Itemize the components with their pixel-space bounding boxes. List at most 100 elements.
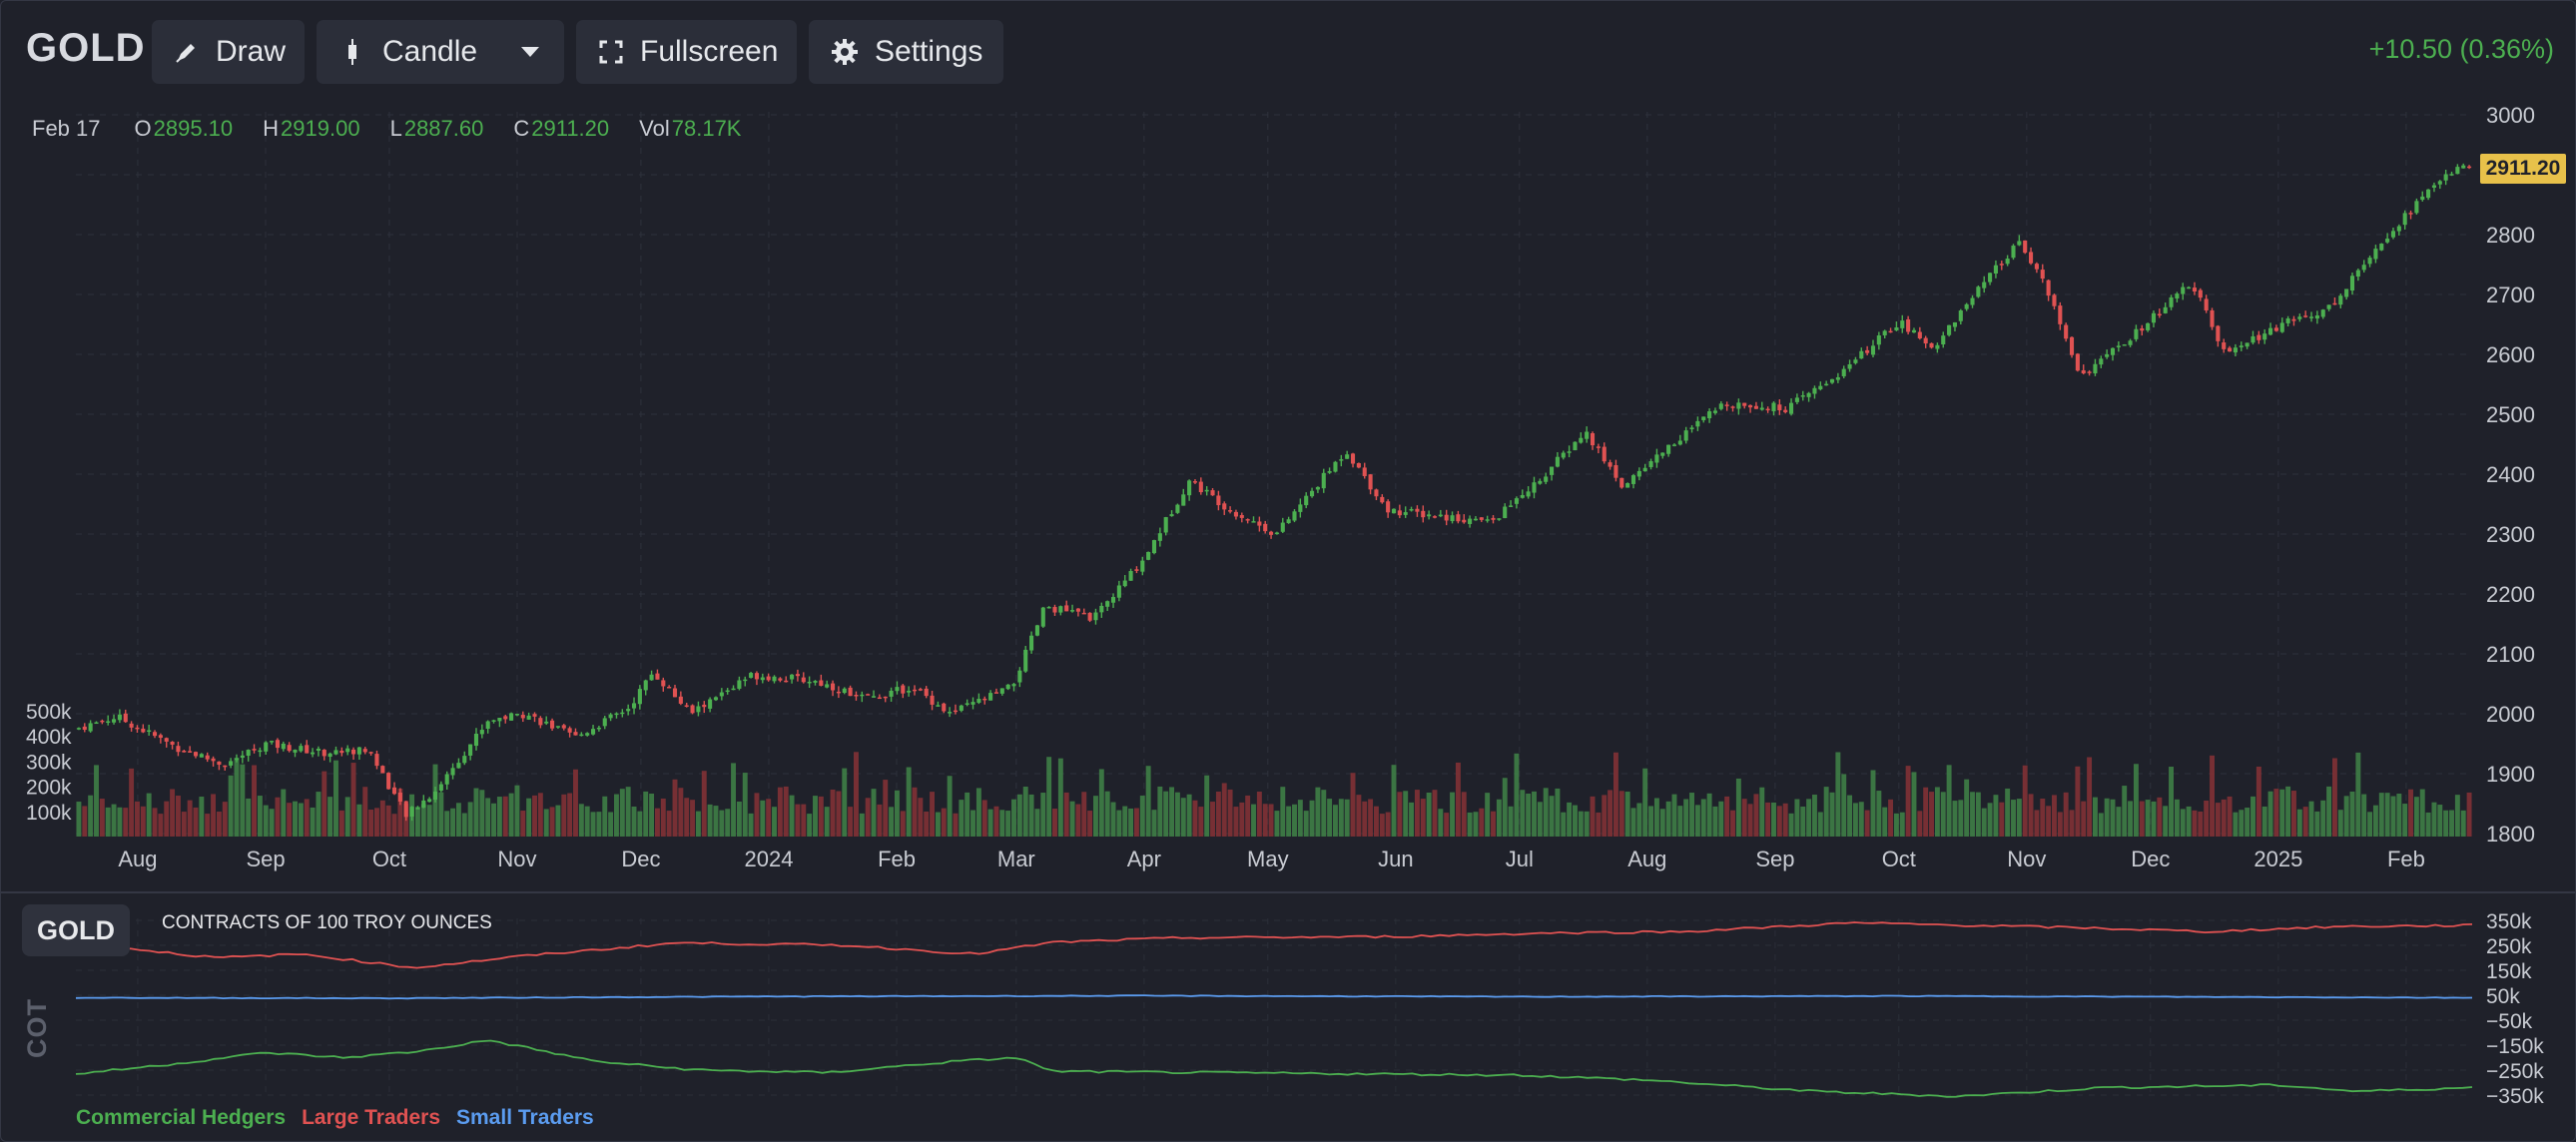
volume-bar [1087,811,1093,837]
volume-bar [1128,808,1134,837]
candle-body [1187,480,1192,496]
volume-bar [2104,798,2110,837]
candle-body [713,697,719,701]
volume-bar [1005,811,1011,837]
volume-bar [2331,758,2337,837]
candle-body [643,680,648,691]
candle-body [462,756,467,764]
candle-body [1707,411,1712,418]
candle-body [2122,344,2127,346]
volume-bar [2198,811,2204,837]
settings-label: Settings [875,35,983,68]
candle-body [620,712,625,715]
candle-body [211,758,216,762]
legend-commercial-hedgers[interactable]: Commercial Hedgers [76,1106,287,1129]
volume-bar [2210,755,2215,837]
candle-body [176,746,181,753]
candle-body [1608,462,1612,467]
volume-bar [865,798,871,837]
volume-bar [1578,811,1584,837]
candle-body [825,684,830,688]
volume-bar [1747,804,1753,837]
volume-bar [2034,810,2040,837]
candle-body [936,705,941,707]
volume-bar [848,807,854,837]
volume-bar [1689,793,1694,837]
volume-bar [631,806,637,837]
candle-body [1468,518,1473,524]
cot-tick-label: −50k [2486,1010,2533,1033]
volume-bar [426,805,432,837]
volume-bar [614,794,619,837]
candle-body [2052,294,2057,306]
volume-bar [385,805,391,837]
volume-bar [877,804,883,837]
volume-bar [1333,805,1338,837]
volume-bar [1975,792,1981,837]
volume-bar [695,811,701,837]
draw-button[interactable]: Draw [152,20,305,84]
volume-bar [170,789,176,837]
candle-body [871,696,877,698]
volume-bar [625,787,631,837]
candle-body [702,704,707,708]
ohlc-legend: Feb 17 O 2895.10 H 2919.00 L 2887.60 C 2911.… [32,116,771,142]
candle-body [1011,684,1016,687]
candle-body [362,749,367,753]
candle-body [1497,518,1502,520]
volume-bar [1952,801,1958,837]
volume-bar [1040,793,1046,837]
volume-bar [1537,802,1543,837]
volume-bar [900,811,906,837]
legend-small-traders[interactable]: Small Traders [456,1106,594,1129]
volume-bar [643,791,649,837]
candle-body [1292,511,1297,521]
candle-body [1216,495,1221,506]
volume-bar [537,793,543,837]
candle-body [1070,610,1075,612]
volume-bar [1642,768,1648,837]
candle-body [2332,302,2337,305]
volume-bar [2466,792,2472,837]
candle-body [819,680,824,686]
candle-body [1432,516,1438,518]
candle-body [76,728,81,730]
candle-body [234,758,240,761]
price-tick-label: 1900 [2486,762,2535,787]
candle-body [2245,342,2250,347]
volume-bar [1502,778,1508,837]
candle-body [129,723,134,728]
legend-large-traders[interactable]: Large Traders [302,1106,440,1129]
time-tick-label: Aug [1627,847,1666,871]
time-tick-label: Oct [372,847,406,871]
candle-body [1473,518,1478,521]
volume-bar [1397,792,1403,837]
volume-bar [228,775,234,837]
candle-body [901,685,906,694]
time-tick-label: Aug [118,847,157,871]
time-tick-label: Jul [1506,847,1534,871]
volume-bar [82,806,88,837]
candle-body [1555,456,1560,467]
candle-body [2163,306,2168,313]
volume-bar [2419,789,2425,837]
volume-bar [731,763,736,837]
cot-symbol-badge[interactable]: GOLD [22,904,130,956]
candle-body [2408,213,2413,215]
volume-bar [117,807,123,837]
candle-body [1853,359,1858,363]
chart-type-dropdown[interactable]: Candle [317,20,564,84]
candle-body [2467,166,2472,169]
candle-body [982,698,987,701]
volume-bar [941,808,947,837]
volume-bar [438,792,444,837]
candle-body [1666,444,1671,454]
cot-tick-label: 250k [2486,935,2532,958]
candle-body [287,745,292,752]
settings-button[interactable]: Settings [809,20,1003,84]
fullscreen-button[interactable]: Fullscreen [576,20,797,84]
candle-body [1386,501,1391,513]
volume-bar [1110,802,1116,837]
candle-body [1075,608,1080,612]
